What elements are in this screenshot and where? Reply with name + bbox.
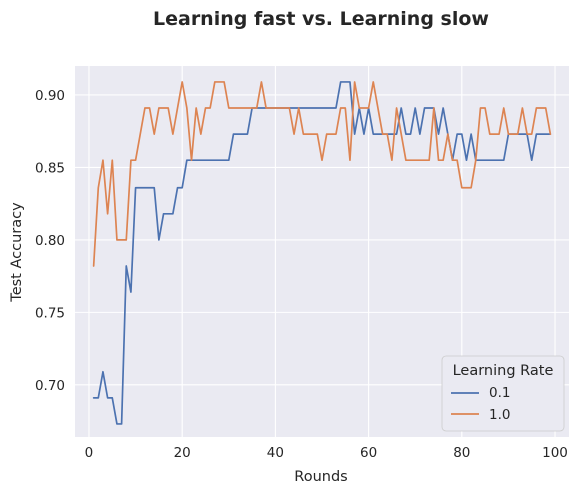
y-tick-label: 0.90 [35, 88, 65, 104]
legend-label-1: 1.0 [489, 407, 510, 423]
y-tick-label: 0.75 [35, 305, 65, 321]
x-tick-label: 0 [85, 445, 94, 461]
legend-title: Learning Rate [453, 363, 554, 379]
chart-title: Learning fast vs. Learning slow [153, 8, 489, 30]
series-lines [92, 81, 552, 425]
y-tick-label: 0.70 [35, 378, 65, 394]
series-line-0 [92, 81, 552, 425]
y-tick-label: 0.85 [35, 160, 65, 176]
x-axis-label: Rounds [294, 469, 347, 485]
legend-label-0: 0.1 [489, 385, 510, 401]
tick-labels: 0 20 40 60 80 100 0.70 0.75 0.80 0.85 0.90 [35, 88, 568, 461]
x-tick-label: 20 [174, 445, 191, 461]
y-tick-label: 0.80 [35, 233, 65, 249]
x-tick-label: 100 [542, 445, 568, 461]
legend: Learning Rate 0.1 1.0 [441, 355, 565, 432]
gridlines [75, 66, 569, 437]
legend-box [441, 355, 565, 432]
x-tick-label: 40 [267, 445, 284, 461]
series-line-1 [92, 81, 552, 267]
x-tick-label: 60 [360, 445, 377, 461]
x-tick-label: 80 [453, 445, 470, 461]
y-axis-label: Test Accuracy [9, 202, 25, 303]
